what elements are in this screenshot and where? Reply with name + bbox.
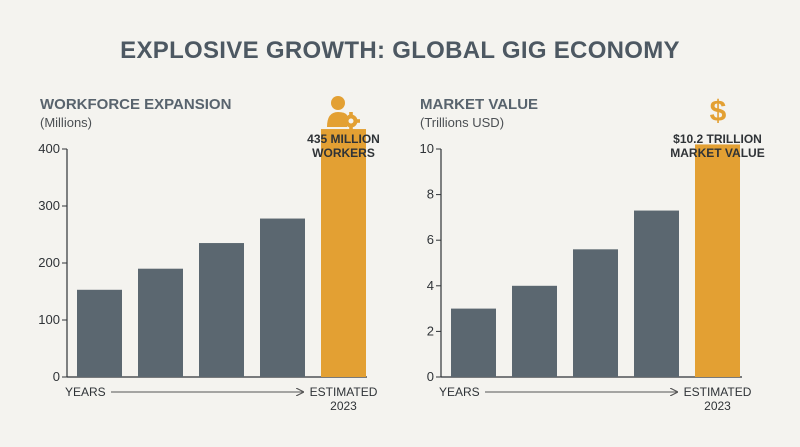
market-y-tick-label: 4 — [427, 278, 434, 293]
market-y-tick-label: 8 — [427, 187, 434, 202]
market-x-end-label: 2023 — [704, 399, 731, 413]
workforce-chart-subtitle: (Millions) — [40, 115, 92, 130]
workforce-bar — [199, 243, 244, 377]
market-y-tick-label: 10 — [420, 141, 434, 156]
market-bar — [451, 308, 496, 377]
market-x-end-label: ESTIMATED — [684, 385, 752, 399]
dollar-icon: $ — [710, 95, 727, 128]
workforce-bar — [260, 218, 305, 377]
market-bar — [573, 249, 618, 377]
workforce-bar — [321, 129, 366, 377]
workforce-bar — [138, 268, 183, 377]
workforce-y-tick-label: 0 — [53, 369, 60, 384]
workforce-chart-title: WORKFORCE EXPANSION — [40, 96, 231, 113]
workforce-x-end-label: 2023 — [330, 399, 357, 413]
workforce-y-tick-label: 200 — [38, 255, 60, 270]
market-callout-line: MARKET VALUE — [670, 146, 764, 160]
market-y-tick-label: 6 — [427, 232, 434, 247]
market-chart-title: MARKET VALUE — [420, 96, 538, 113]
workforce-y-tick-label: 300 — [38, 198, 60, 213]
market-chart-subtitle: (Trillions USD) — [420, 115, 504, 130]
market-x-start-label: YEARS — [439, 385, 480, 399]
market-y-tick-label: 0 — [427, 369, 434, 384]
page-title: EXPLOSIVE GROWTH: GLOBAL GIG ECONOMY — [120, 37, 680, 64]
workforce-callout-line: WORKERS — [312, 146, 375, 160]
workforce-y-tick-label: 100 — [38, 312, 60, 327]
market-bar — [512, 285, 557, 377]
workforce-bar — [77, 289, 122, 377]
workforce-callout-line: 435 MILLION — [307, 132, 380, 146]
workforce-x-start-label: YEARS — [65, 385, 106, 399]
worker-gear-icon — [327, 96, 360, 130]
market-bar — [695, 144, 740, 377]
workforce-x-end-label: ESTIMATED — [310, 385, 378, 399]
market-callout-line: $10.2 TRILLION — [673, 132, 762, 146]
workforce-y-tick-label: 400 — [38, 141, 60, 156]
market-y-tick-label: 2 — [427, 323, 434, 338]
market-bar — [634, 210, 679, 377]
